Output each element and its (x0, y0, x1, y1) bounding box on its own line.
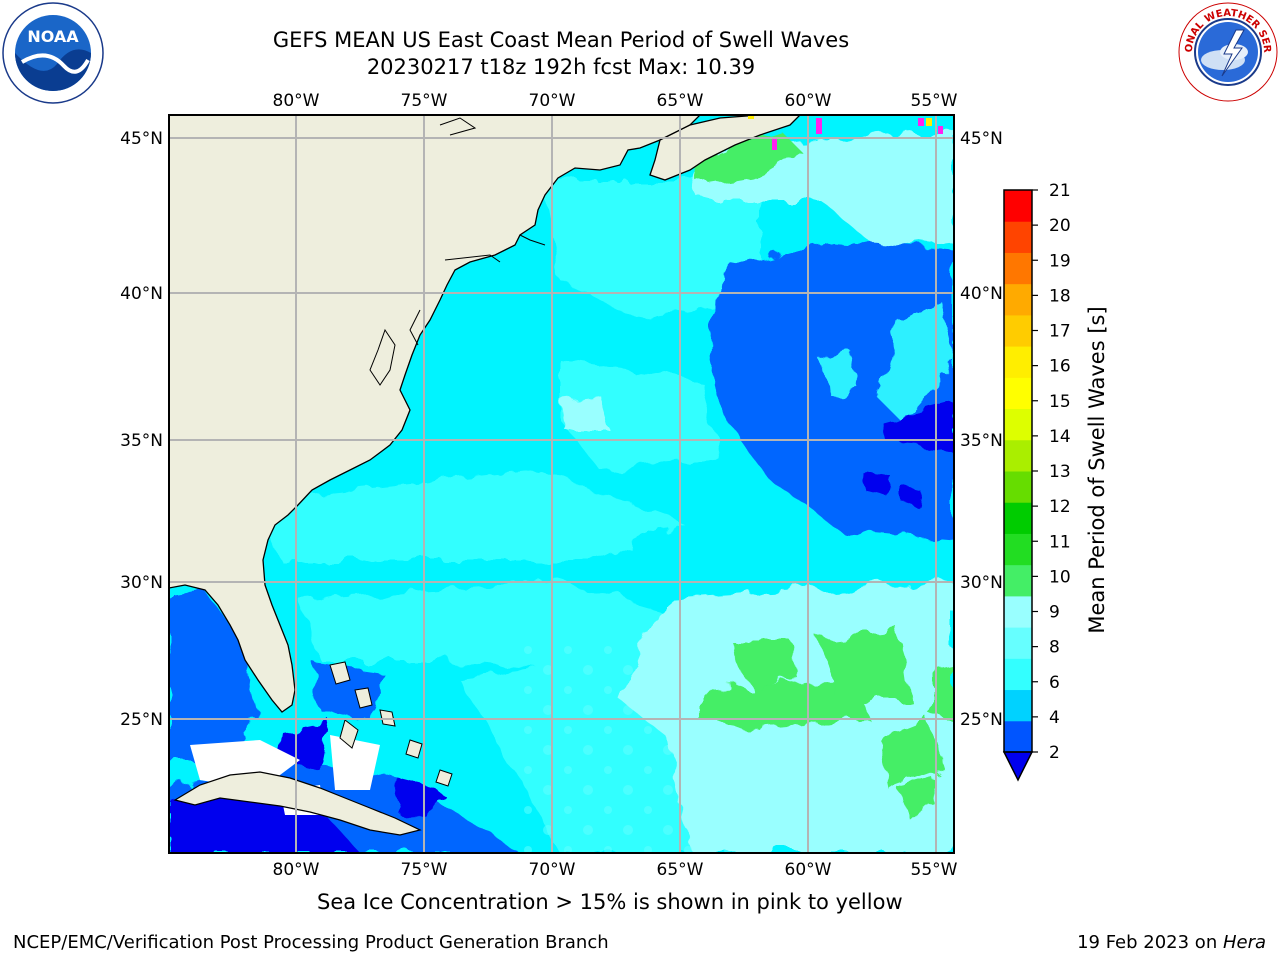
lat-tick-right: 30°N (960, 573, 1003, 593)
chart-title: GEFS MEAN US East Coast Mean Period of S… (272, 28, 850, 52)
colorbar-tick-label: 2 (1049, 743, 1060, 763)
colorbar-bin (1004, 471, 1032, 503)
colorbar-bin (1004, 283, 1032, 316)
colorbar: 2 4 6 8 9 10 11 12 13 14 15 16 17 18 19 20 21 (1002, 181, 1071, 782)
colorbar-tick-label: 8 (1049, 638, 1060, 658)
coastline-details (369, 117, 546, 386)
noaa-logo-text: NOAA (27, 27, 79, 46)
colorbar-tick-label: 16 (1049, 357, 1071, 377)
lon-tick-bottom: 60°W (785, 860, 832, 880)
colorbar-bin (1004, 377, 1032, 410)
colorbar-tick-label: 18 (1049, 286, 1071, 306)
lon-tick-top: 60°W (785, 91, 832, 111)
lat-tick-right: 40°N (960, 284, 1003, 304)
colorbar-tick-label: 9 (1049, 603, 1060, 623)
lon-tick-bottom: 80°W (273, 860, 320, 880)
colorbar-tick-label: 15 (1049, 392, 1071, 412)
colorbar-tick-label: 10 (1049, 567, 1071, 587)
lat-tick-left: 30°N (120, 573, 163, 593)
colorbar-bin (1004, 252, 1032, 285)
nws-logo-icon: NATIONAL WEATHER SERVICE (1178, 2, 1278, 102)
colorbar-bin (1004, 314, 1032, 347)
colorbar-tick-label: 20 (1049, 216, 1071, 236)
colorbar-bin (1004, 502, 1032, 534)
colorbar-bin (1004, 408, 1032, 441)
colorbar-tick-label: 4 (1049, 708, 1060, 728)
colorbar-tick-label: 14 (1049, 427, 1071, 447)
colorbar-under-extension (1002, 751, 1034, 782)
lon-tick-bottom: 75°W (401, 860, 448, 880)
colorbar-tick-label: 21 (1049, 181, 1071, 201)
land-cuba (173, 771, 422, 836)
lon-tick-top: 70°W (529, 91, 576, 111)
colorbar-bin (1004, 346, 1032, 378)
land-bahamas (329, 661, 453, 787)
lat-tick-left: 40°N (120, 284, 163, 304)
footer-date: 19 Feb 2023 on Hera (1077, 932, 1266, 953)
lon-tick-bottom: 70°W (529, 860, 576, 880)
colorbar-tick-label: 6 (1049, 673, 1060, 693)
lon-tick-top: 65°W (657, 91, 704, 111)
colorbar-bin (1004, 190, 1032, 222)
colorbar-bin (1004, 439, 1032, 472)
colorbar-tick-label: 11 (1049, 532, 1071, 552)
lat-tick-right: 45°N (960, 129, 1003, 149)
lon-tick-top: 55°W (911, 91, 958, 111)
sea-ice-note: Sea Ice Concentration > 15% is shown in … (317, 890, 903, 914)
land-north-america (169, 115, 701, 713)
colorbar-bin (1004, 221, 1032, 253)
noaa-logo-icon: NOAA (2, 2, 104, 104)
lat-tick-right: 25°N (960, 710, 1003, 730)
colorbar-tick-label: 12 (1049, 497, 1071, 517)
colorbar-bin (1004, 533, 1032, 566)
colorbar-bin (1004, 720, 1032, 753)
colorbar-bin (1004, 564, 1032, 597)
footer-credit: NCEP/EMC/Verification Post Processing Pr… (13, 932, 609, 953)
lat-tick-left: 45°N (120, 129, 163, 149)
map-area (169, 115, 954, 853)
lat-tick-left: 25°N (120, 710, 163, 730)
chart-subtitle-run-info: 20230217 t18z 192h fcst Max: 10.39 (366, 55, 756, 79)
lat-tick-right: 35°N (960, 431, 1003, 451)
colorbar-bin (1004, 689, 1032, 722)
colorbar-label: Mean Period of Swell Waves [s] (1085, 306, 1109, 634)
lon-tick-top: 80°W (273, 91, 320, 111)
colorbar-bin (1004, 627, 1032, 659)
lon-tick-bottom: 65°W (657, 860, 704, 880)
sea-ice-markers (748, 115, 943, 150)
colorbar-tick-label: 19 (1049, 251, 1071, 271)
lon-tick-bottom: 55°W (911, 860, 958, 880)
footer-date-text: 19 Feb 2023 on (1077, 932, 1223, 953)
lon-tick-top: 75°W (401, 91, 448, 111)
footer-host: Hera (1222, 932, 1266, 953)
colorbar-bin (1004, 595, 1032, 628)
colorbar-bin (1004, 658, 1032, 691)
map-frame (168, 114, 955, 854)
lat-tick-left: 35°N (120, 431, 163, 451)
colorbar-tick-label: 13 (1049, 462, 1071, 482)
swell-period-9-10 (690, 130, 954, 815)
colorbar-tick-label: 17 (1049, 322, 1071, 342)
map-graticule (169, 115, 954, 853)
